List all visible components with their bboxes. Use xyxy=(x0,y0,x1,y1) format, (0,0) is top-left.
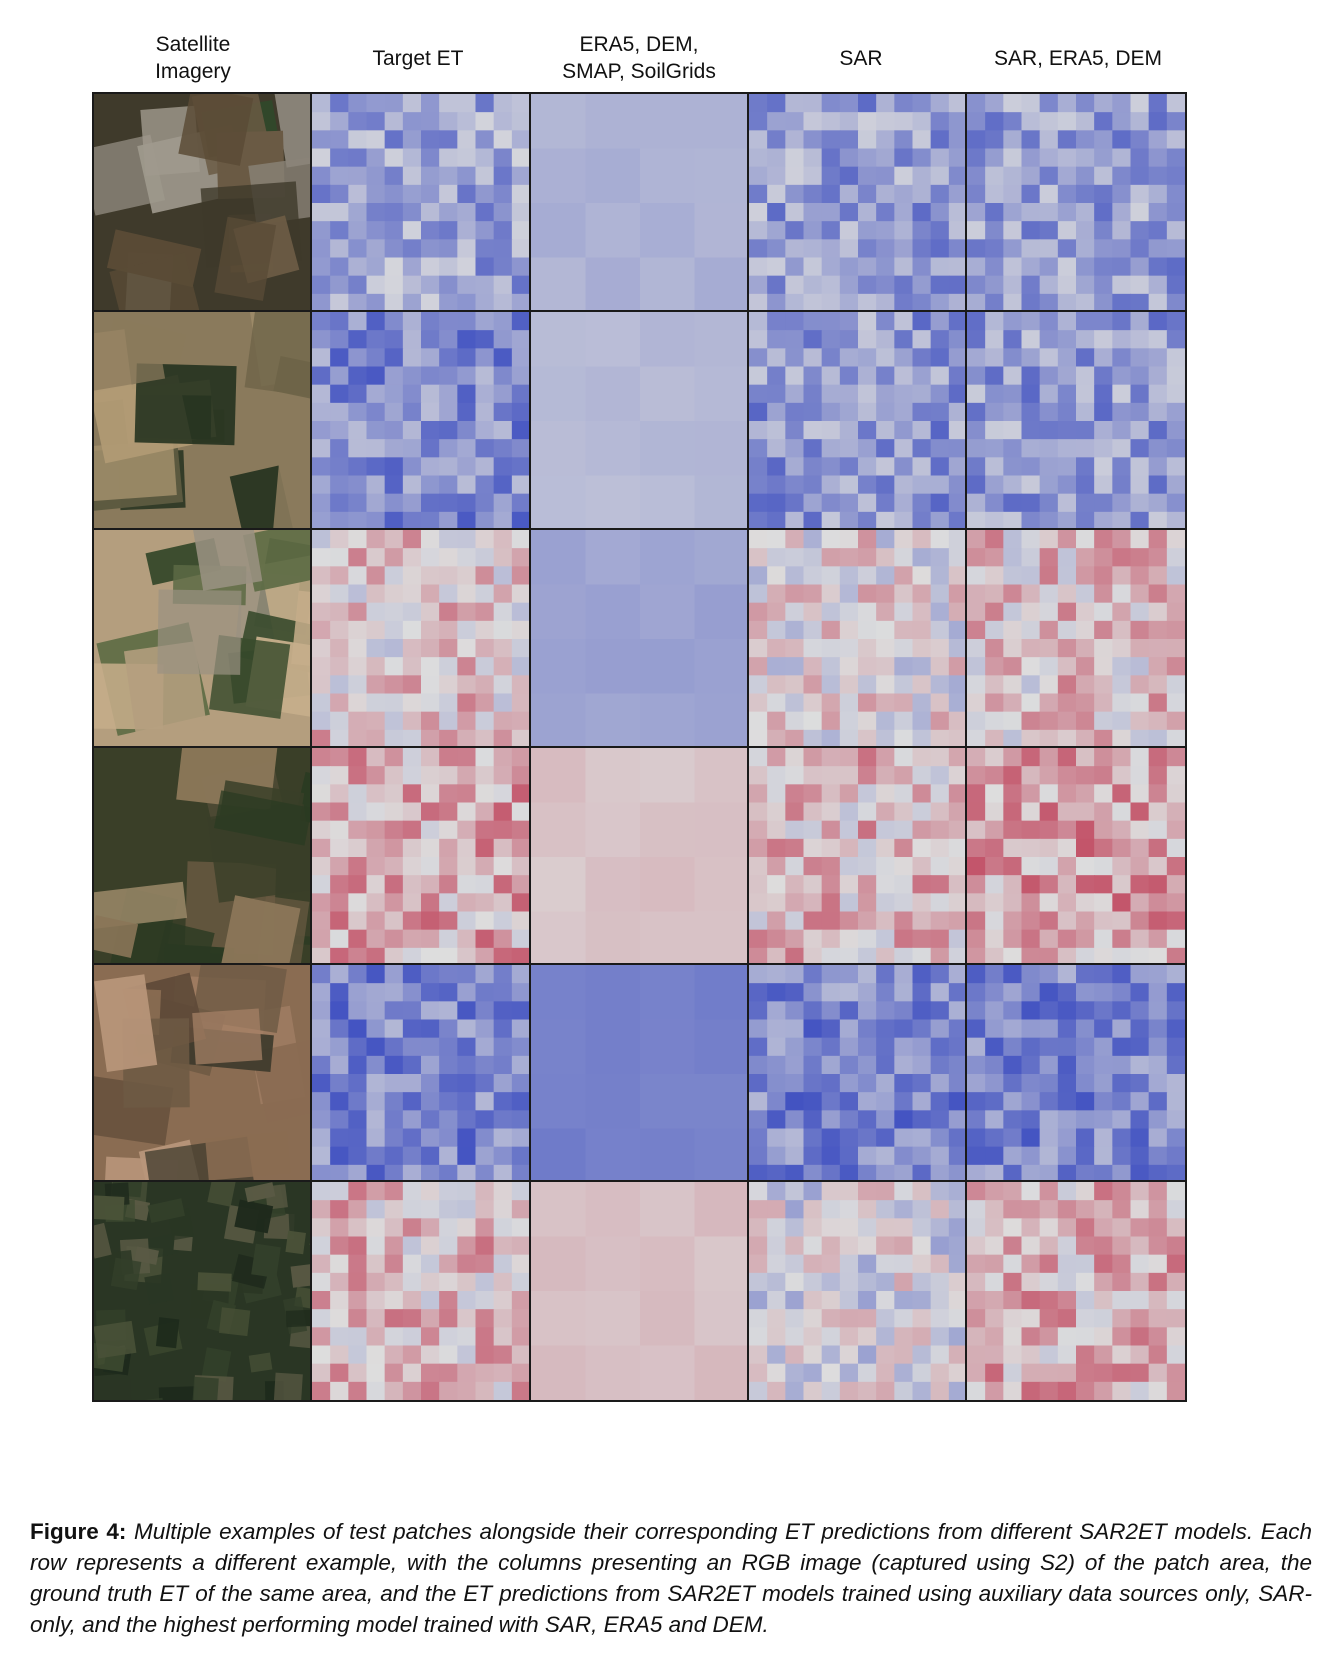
patch-image xyxy=(312,748,530,966)
patch-image xyxy=(531,965,749,1183)
patch-image xyxy=(531,1182,749,1400)
patch-image xyxy=(967,312,1185,530)
patch-row1-satellite xyxy=(92,92,314,314)
patch-image xyxy=(531,530,749,748)
patch-row6-aux-only xyxy=(529,1180,751,1402)
patch-image xyxy=(94,530,312,748)
patch-row3-sar-era5-dem xyxy=(965,528,1187,750)
patch-row1-sar-era5-dem xyxy=(965,92,1187,314)
col-header-sar-era5-dem: SAR, ERA5, DEM xyxy=(993,46,1163,70)
patch-image xyxy=(531,312,749,530)
col-header-target-et: Target ET xyxy=(372,46,464,70)
col-header-aux-only: ERA5, DEM, SMAP, SoilGrids xyxy=(562,33,716,83)
patch-image xyxy=(749,1182,967,1400)
patch-row5-satellite xyxy=(92,963,314,1185)
patch-row3-target-et xyxy=(310,528,532,750)
patch-row3-satellite xyxy=(92,528,314,750)
patch-row5-sar-era5-dem xyxy=(965,963,1187,1185)
patch-row2-satellite xyxy=(92,310,314,532)
patch-image xyxy=(967,530,1185,748)
patch-row1-sar xyxy=(747,92,969,314)
patch-image xyxy=(312,94,530,312)
patch-image xyxy=(312,965,530,1183)
patch-row6-sar-era5-dem xyxy=(965,1180,1187,1402)
patch-image xyxy=(94,1182,312,1400)
patch-image xyxy=(967,94,1185,312)
patch-image xyxy=(749,965,967,1183)
patch-image xyxy=(531,94,749,312)
col-header-sar: SAR xyxy=(839,46,883,70)
patch-image xyxy=(749,748,967,966)
patch-image xyxy=(312,312,530,530)
patch-image xyxy=(749,94,967,312)
patch-row6-target-et xyxy=(310,1180,532,1402)
patch-row1-target-et xyxy=(310,92,532,314)
patch-row3-aux-only xyxy=(529,528,751,750)
patch-row2-sar xyxy=(747,310,969,532)
figure-caption: Figure 4: Multiple examples of test patc… xyxy=(30,1516,1312,1640)
patch-row1-aux-only xyxy=(529,92,751,314)
patch-image xyxy=(967,1182,1185,1400)
patch-image xyxy=(749,312,967,530)
patch-image xyxy=(94,312,312,530)
patch-image xyxy=(94,94,312,312)
patch-row4-aux-only xyxy=(529,746,751,968)
patch-row5-sar xyxy=(747,963,969,1185)
patch-image xyxy=(967,748,1185,966)
patch-row2-sar-era5-dem xyxy=(965,310,1187,532)
figure-grid xyxy=(92,92,1261,1486)
patch-row5-target-et xyxy=(310,963,532,1185)
patch-image xyxy=(531,748,749,966)
patch-row3-sar xyxy=(747,528,969,750)
caption-label: Figure 4: xyxy=(30,1519,127,1544)
patch-row6-satellite xyxy=(92,1180,314,1402)
patch-row4-target-et xyxy=(310,746,532,968)
patch-image xyxy=(94,748,312,966)
patch-row2-target-et xyxy=(310,310,532,532)
patch-image xyxy=(749,530,967,748)
patch-row2-aux-only xyxy=(529,310,751,532)
patch-row6-sar xyxy=(747,1180,969,1402)
patch-image xyxy=(94,965,312,1183)
patch-row4-sar-era5-dem xyxy=(965,746,1187,968)
caption-text: Multiple examples of test patches alongs… xyxy=(30,1519,1312,1637)
patch-image xyxy=(312,530,530,748)
patch-image xyxy=(312,1182,530,1400)
patch-row4-satellite xyxy=(92,746,314,968)
col-header-satellite-imagery: Satellite Imagery xyxy=(155,33,231,83)
patch-row5-aux-only xyxy=(529,963,751,1185)
patch-image xyxy=(967,965,1185,1183)
patch-row4-sar xyxy=(747,746,969,968)
